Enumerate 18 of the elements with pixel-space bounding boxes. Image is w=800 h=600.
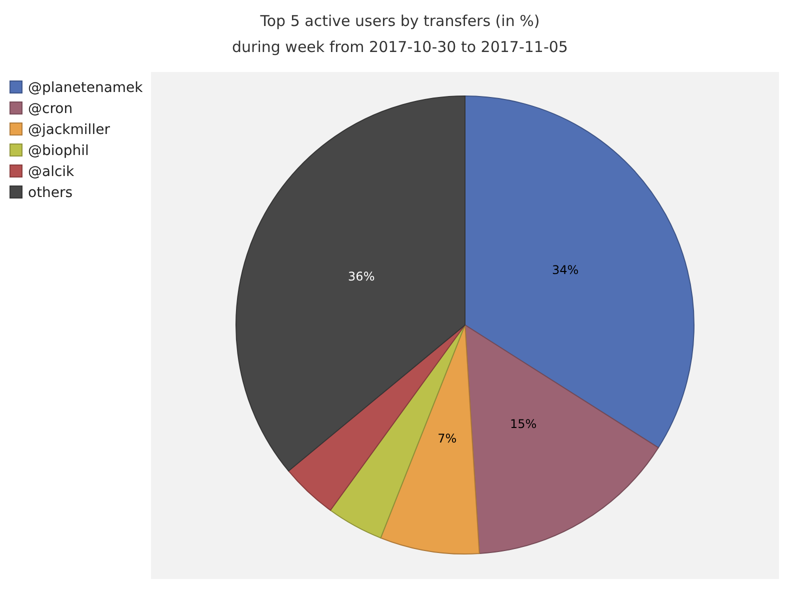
pie-slice: [330, 324, 466, 538]
data-label: 7%: [438, 431, 457, 446]
chart-subtitle: during week from 2017-10-30 to 2017-11-05: [232, 38, 568, 56]
legend-label: @biophil: [28, 142, 89, 159]
pie-slice: [464, 96, 694, 448]
data-label: 34%: [552, 263, 579, 278]
pie-slice: [288, 324, 466, 511]
legend-label: @jackmiller: [28, 122, 110, 138]
pie-slice: [380, 324, 480, 554]
legend-label: @alcik: [28, 164, 76, 180]
legend-label: @cron: [28, 100, 73, 117]
pie-slice: [236, 96, 466, 472]
data-label: 36%: [348, 269, 375, 284]
legend-label: @planetenamek: [28, 80, 144, 96]
legend-label: others: [28, 184, 73, 201]
pie-slice: [464, 324, 659, 554]
chart-title: Top 5 active users by transfers (in %): [259, 12, 540, 30]
data-label: 15%: [510, 416, 537, 431]
